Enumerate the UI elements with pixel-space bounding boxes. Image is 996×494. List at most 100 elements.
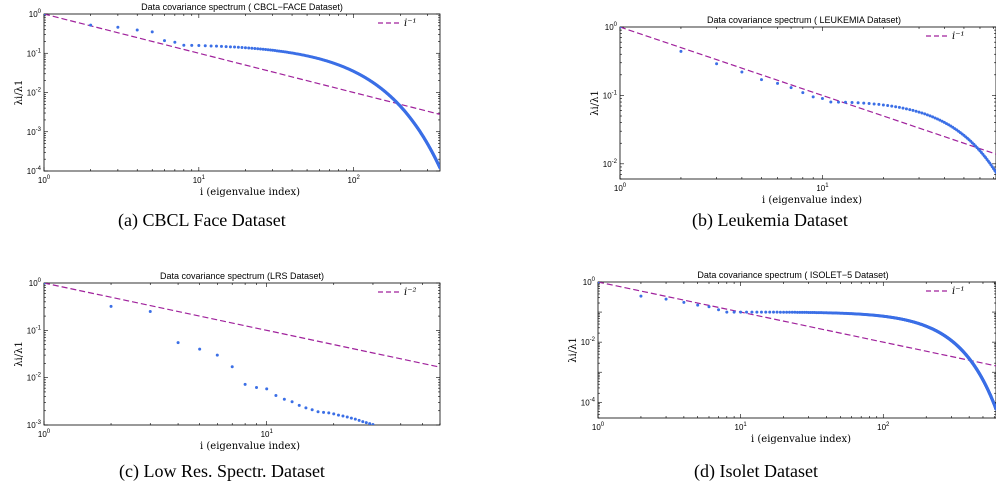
data-point — [150, 30, 154, 34]
chart-a-svg: 100 101 102 10-4 10-3 10-2 10-1 100 Data covaria… — [14, 2, 441, 198]
data-point — [776, 81, 780, 85]
data-point — [228, 45, 232, 49]
plot-area — [44, 283, 440, 425]
data-point — [274, 393, 278, 397]
data-point — [173, 40, 177, 44]
data-point — [620, 27, 622, 29]
data-point — [836, 100, 840, 104]
plot-frame — [597, 281, 996, 419]
data-point — [322, 410, 326, 414]
plot-area — [620, 27, 996, 174]
data-point — [233, 45, 237, 49]
legend: i⁻¹ — [926, 31, 965, 42]
data-point — [725, 310, 729, 314]
x-tick-label: 100 — [614, 183, 627, 193]
axis-ticks — [43, 282, 441, 426]
data-point — [904, 107, 908, 111]
data-point — [782, 310, 786, 314]
chart-panel-d: 100 101 102 10-4 10-2 100 Data covariance spec… — [498, 247, 996, 494]
reference-line — [620, 27, 996, 155]
y-tick-label: 10-1 — [27, 325, 42, 335]
data-point — [349, 416, 353, 420]
y-tick-label: 10-2 — [27, 373, 42, 383]
data-point — [310, 408, 314, 412]
data-point — [271, 48, 275, 52]
data-point — [801, 91, 805, 95]
data-point — [316, 410, 320, 414]
data-point — [923, 112, 927, 116]
legend: i⁻¹ — [378, 18, 417, 29]
data-point — [785, 310, 789, 314]
data-point — [224, 45, 228, 49]
data-point — [268, 48, 272, 52]
plot-area — [598, 282, 996, 411]
data-point — [364, 421, 368, 425]
axis-ticks — [597, 281, 996, 419]
data-point — [148, 309, 152, 313]
data-point — [255, 385, 259, 389]
data-point — [116, 25, 120, 29]
legend: i⁻² — [378, 287, 417, 298]
data-point — [920, 111, 924, 115]
chart-b-svg: 100 101 10-2 10-1 100 Data covariance spectru… — [590, 15, 996, 206]
reference-line — [44, 283, 440, 368]
y-axis-label: λi/λ1 — [590, 90, 601, 116]
data-point — [258, 47, 262, 51]
chart-title: Data covariance spectrum ( ISOLET−5 Data… — [697, 270, 888, 280]
data-point — [371, 423, 375, 425]
data-point — [789, 86, 793, 90]
x-axis-label: i (eigenvalue index) — [200, 187, 300, 198]
data-point — [935, 117, 939, 121]
y-tick-label: 10-2 — [581, 337, 596, 347]
data-point — [925, 113, 929, 117]
data-point — [740, 70, 744, 74]
data-point — [938, 118, 942, 122]
data-point — [357, 418, 361, 422]
data-point — [732, 310, 736, 314]
data-point — [820, 97, 824, 101]
chart-panel-a: 100 101 102 10-4 10-3 10-2 10-1 100 Data covaria… — [0, 0, 498, 247]
data-point — [135, 28, 139, 32]
data-point — [795, 310, 799, 314]
data-point — [760, 78, 764, 82]
legend-label: i⁻¹ — [952, 31, 965, 42]
data-point — [940, 119, 944, 123]
data-point — [764, 310, 768, 314]
data-point — [793, 310, 797, 314]
data-point — [243, 46, 247, 50]
data-point — [368, 422, 372, 425]
data-point — [253, 46, 257, 50]
x-axis-label: i (eigenvalue index) — [762, 195, 862, 206]
x-tick-label: 102 — [877, 422, 890, 432]
data-point — [230, 365, 234, 369]
data-point — [256, 47, 260, 51]
data-point — [755, 310, 759, 314]
data-point — [787, 310, 791, 314]
chart-panel-c: 100 101 10-3 10-2 10-1 100 Data covariance spe… — [0, 247, 498, 494]
data-point — [811, 95, 815, 99]
data-point — [247, 46, 251, 50]
data-point — [715, 62, 719, 66]
data-point — [664, 297, 668, 301]
y-tick-label: 100 — [29, 9, 42, 19]
chart-c-svg: 100 101 10-3 10-2 10-1 100 Data covariance spe… — [14, 271, 441, 452]
data-point — [162, 39, 166, 43]
data-point — [297, 403, 301, 407]
x-tick-label: 101 — [735, 422, 748, 432]
x-axis-label: i (eigenvalue index) — [200, 441, 300, 452]
x-tick-label: 102 — [348, 175, 361, 185]
reference-line — [44, 14, 440, 115]
x-tick-label: 101 — [816, 183, 829, 193]
data-point — [768, 310, 772, 314]
data-point — [696, 303, 700, 307]
plot-frame — [619, 26, 996, 180]
data-point — [438, 166, 440, 170]
data-point — [872, 102, 876, 106]
data-point — [265, 387, 269, 391]
data-point — [282, 397, 286, 401]
y-tick-label: 100 — [583, 277, 596, 287]
y-tick-label: 10-1 — [27, 48, 42, 58]
data-point — [877, 102, 881, 106]
data-point — [914, 109, 918, 113]
data-point — [198, 347, 202, 351]
